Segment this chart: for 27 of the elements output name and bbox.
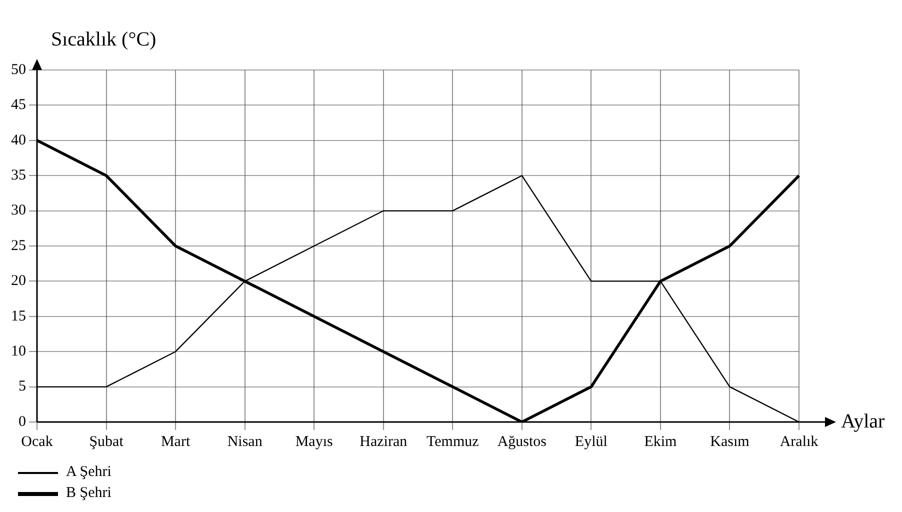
legend-label: B Şehri: [66, 485, 112, 502]
y-axis-title: Sıcaklık (°C): [51, 28, 156, 50]
y-tick-label: 45: [11, 97, 26, 114]
x-tick-label: Nisan: [227, 434, 263, 450]
y-tick-label: 25: [11, 238, 26, 254]
legend-label: A Şehri: [66, 464, 112, 481]
y-tick-label: 5: [18, 378, 26, 395]
x-tick-label: Aralık: [780, 434, 819, 450]
x-tick-label: Şubat: [89, 434, 124, 450]
y-tick-label: 10: [11, 344, 26, 360]
y-tick-label: 20: [11, 273, 26, 290]
x-tick-label: Eylül: [574, 434, 608, 450]
y-tick-label: 50: [11, 62, 26, 78]
y-tick-label: 30: [11, 202, 26, 219]
x-tick-label: Haziran: [360, 434, 408, 450]
x-tick-label: Mart: [160, 434, 191, 450]
x-tick-label: Mayıs: [295, 434, 334, 450]
y-tick-label: 0: [18, 414, 26, 430]
x-axis-title: Aylar: [841, 410, 886, 432]
x-tick-label: Ekim: [644, 434, 678, 450]
x-tick-label: Ağustos: [497, 434, 547, 450]
y-tick-label: 15: [11, 308, 26, 324]
x-tick-label: Temmuz: [426, 434, 480, 450]
x-tick-label: Ocak: [21, 434, 54, 450]
y-tick-label: 35: [11, 168, 26, 184]
x-tick-label: Kasım: [710, 434, 750, 450]
y-tick-label: 40: [11, 132, 26, 148]
